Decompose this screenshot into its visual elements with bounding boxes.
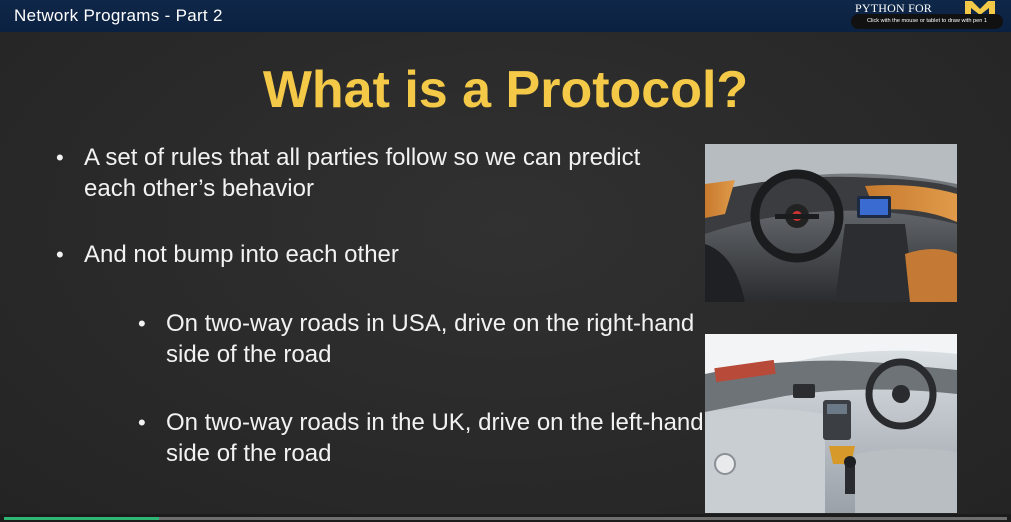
car-interior-image-icon (705, 334, 957, 513)
bullet-symbol: • (138, 311, 146, 336)
brand-text: PYTHON FOR (855, 1, 933, 15)
university-logo-icon (965, 1, 995, 15)
bullet-symbol: • (138, 410, 146, 435)
video-title-bar: Network Programs - Part 2 PYTHON FOR Cli… (0, 0, 1011, 32)
bullet-text: On two-way roads in USA, drive on the ri… (166, 310, 695, 368)
sub-bullet-item: • On two-way roads in the UK, drive on t… (138, 407, 704, 471)
bullet-symbol: • (56, 145, 64, 170)
bullet-symbol: • (56, 242, 64, 267)
bullet-item: • A set of rules that all parties follow… (56, 142, 656, 206)
draw-tooltip: Click with the mouse or tablet to draw w… (851, 14, 1003, 29)
slide: What is a Protocol? • A set of rules tha… (0, 32, 1011, 514)
progress-fill (4, 517, 159, 520)
bullet-text: A set of rules that all parties follow s… (84, 144, 641, 202)
progress-track[interactable] (4, 517, 1007, 520)
bullet-text: On two-way roads in the UK, drive on the… (166, 409, 704, 467)
brand-area: PYTHON FOR Click with the mouse or table… (851, 0, 1003, 32)
car-interior-image-icon (705, 144, 957, 302)
video-title: Network Programs - Part 2 (14, 6, 223, 25)
car-interior-photo-rhd (705, 334, 957, 513)
slide-heading: What is a Protocol? (262, 61, 749, 119)
bullet-item: • And not bump into each other (56, 239, 656, 271)
car-interior-photo-lhd (705, 144, 957, 302)
video-progress-bar[interactable] (0, 514, 1011, 522)
bullet-text: And not bump into each other (84, 241, 399, 268)
sub-bullet-item: • On two-way roads in USA, drive on the … (138, 308, 694, 372)
